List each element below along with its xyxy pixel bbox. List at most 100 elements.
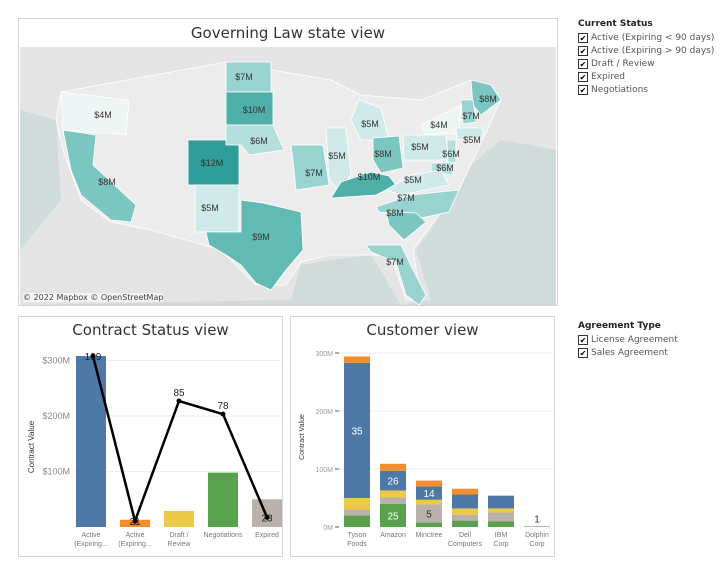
- agreement-type-filter: Agreement Type ✔ License Agreement ✔ Sales …: [578, 321, 678, 359]
- count-point: [176, 398, 182, 404]
- stacked-segment[interactable]: [488, 508, 514, 513]
- filter-option[interactable]: ✔ Expired: [578, 70, 714, 83]
- status-bar[interactable]: [76, 356, 106, 527]
- stacked-segment[interactable]: [344, 362, 370, 498]
- state-map[interactable]: $4M $8M $12M $5M $9M $7M $10M $6M $7M $5M $5M $8M $1…: [20, 47, 556, 305]
- y-tick-label: $300M: [42, 356, 70, 366]
- checkbox-checked-icon[interactable]: ✔: [578, 84, 588, 95]
- chart-title: Contract Status view: [72, 321, 229, 339]
- state-value-label: $6M: [250, 136, 268, 146]
- stacked-segment[interactable]: [488, 495, 514, 509]
- map-title: Governing Law state view: [190, 24, 386, 42]
- filter-option[interactable]: ✔ Negotiations: [578, 83, 714, 96]
- stacked-segment[interactable]: [452, 494, 478, 509]
- stacked-segment[interactable]: [488, 512, 514, 522]
- checkbox-checked-icon[interactable]: ✔: [578, 71, 588, 82]
- filter-option[interactable]: ✔ License Agreement: [578, 333, 678, 346]
- stacked-segment[interactable]: [344, 509, 370, 516]
- data-label: 1: [534, 514, 540, 525]
- checkbox-checked-icon[interactable]: ✔: [578, 58, 588, 69]
- state-region[interactable]: [460, 99, 477, 125]
- state-region[interactable]: [225, 124, 285, 156]
- checkbox-checked-icon[interactable]: ✔: [578, 347, 588, 358]
- state-value-label: $8M: [479, 94, 497, 104]
- state-value-label: $9M: [252, 232, 270, 242]
- filter-option[interactable]: ✔ Active (Expiring > 90 days): [578, 44, 714, 57]
- state-value-label: $12M: [201, 158, 224, 168]
- stacked-segment[interactable]: [416, 504, 442, 523]
- filter-option[interactable]: ✔ Draft / Review: [578, 57, 714, 70]
- contract-status-chart[interactable]: $100M $200M $300M Contract Value Active (Expi…: [19, 317, 282, 556]
- filter-option-label: Active (Expiring > 90 days): [591, 45, 715, 56]
- stacked-segment[interactable]: [380, 497, 406, 504]
- state-region[interactable]: [372, 135, 404, 174]
- y-tick-label: 200M: [315, 409, 333, 416]
- status-bar[interactable]: [208, 472, 238, 527]
- stacked-segment[interactable]: [452, 508, 478, 515]
- state-value-label: $7M: [235, 72, 253, 82]
- state-value-label: $5M: [404, 175, 422, 185]
- x-tick-label: Negotiations: [204, 532, 243, 539]
- state-value-label: $10M: [358, 172, 381, 182]
- state-region[interactable]: [60, 91, 130, 136]
- state-region[interactable]: [290, 144, 330, 191]
- state-value-label: $6M: [442, 149, 460, 159]
- state-value-label: $5M: [411, 142, 429, 152]
- count-label: 109: [85, 352, 102, 363]
- stacked-segment[interactable]: [452, 488, 478, 495]
- stacked-segment[interactable]: [416, 522, 442, 527]
- customer-chart[interactable]: 0M 100M 200M 300M Contract Value Tyson Foods Am…: [291, 317, 554, 556]
- data-label: 35: [351, 426, 363, 437]
- stacked-segment[interactable]: [344, 356, 370, 363]
- state-region[interactable]: [455, 127, 484, 141]
- filter-option-label: Negotiations: [591, 84, 648, 95]
- data-label: 26: [387, 477, 399, 488]
- y-tick-label: 100M: [315, 467, 333, 474]
- stacked-segment[interactable]: [452, 514, 478, 521]
- state-region[interactable]: [385, 211, 427, 241]
- state-region[interactable]: [205, 199, 304, 291]
- count-point: [220, 411, 226, 417]
- state-value-label: $8M: [98, 177, 116, 187]
- state-value-label: $7M: [305, 168, 323, 178]
- x-tick-label: Expired: [255, 532, 279, 539]
- checkbox-checked-icon[interactable]: ✔: [578, 334, 588, 345]
- stacked-segment[interactable]: [452, 520, 478, 527]
- stacked-segment[interactable]: [488, 521, 514, 527]
- state-region[interactable]: [385, 169, 450, 196]
- filter-option[interactable]: ✔ Sales Agreement: [578, 346, 678, 359]
- filter-title: Agreement Type: [578, 321, 661, 331]
- data-label: 25: [387, 511, 399, 522]
- stacked-segment[interactable]: [380, 463, 406, 471]
- stacked-segment[interactable]: [524, 526, 550, 527]
- stacked-segment[interactable]: [380, 490, 406, 498]
- filter-title: Current Status: [578, 19, 653, 29]
- state-region[interactable]: [365, 244, 427, 305]
- current-status-filter: Current Status ✔ Active (Expiring < 90 da…: [578, 19, 714, 96]
- filter-option-label: Active (Expiring < 90 days): [591, 32, 715, 43]
- stacked-segment[interactable]: [344, 515, 370, 527]
- map-copyright: © 2022 Mapbox © OpenStreetMap: [23, 293, 164, 302]
- state-region[interactable]: [62, 129, 137, 223]
- y-tick-label: $100M: [42, 467, 70, 477]
- stacked-segment[interactable]: [380, 503, 406, 527]
- filter-option-label: Draft / Review: [591, 58, 655, 69]
- stacked-segment[interactable]: [344, 498, 370, 510]
- state-region[interactable]: [375, 189, 460, 219]
- x-tick-label: Dell Computers: [448, 532, 483, 548]
- filter-option[interactable]: ✔ Active (Expiring < 90 days): [578, 31, 714, 44]
- filter-option-label: Expired: [591, 71, 625, 82]
- checkbox-checked-icon[interactable]: ✔: [578, 45, 588, 56]
- stacked-segment[interactable]: [416, 480, 442, 487]
- stacked-segment[interactable]: [416, 486, 442, 500]
- checkbox-checked-icon[interactable]: ✔: [578, 32, 588, 43]
- y-axis-label: Contract Value: [27, 420, 36, 473]
- stacked-segment[interactable]: [380, 470, 406, 491]
- status-bar[interactable]: [164, 510, 194, 527]
- state-region[interactable]: [446, 139, 457, 166]
- filter-option-label: License Agreement: [591, 334, 678, 345]
- state-value-label: $7M: [397, 193, 415, 203]
- status-bar[interactable]: [252, 499, 282, 527]
- x-tick-label: Amazon: [380, 532, 406, 539]
- stacked-segment[interactable]: [416, 499, 442, 505]
